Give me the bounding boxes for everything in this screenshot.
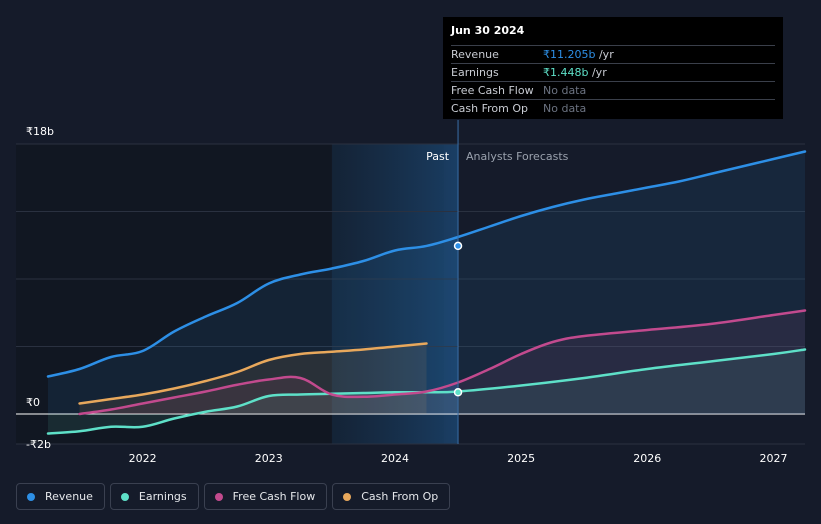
x-tick-label: 2023 [255, 452, 283, 465]
y-tick-label: ₹0 [26, 396, 40, 409]
free-cash-flow-area [79, 310, 805, 414]
x-tick-label: 2024 [381, 452, 409, 465]
free-cash-flow-line [78, 309, 807, 416]
legend: Revenue Earnings Free Cash Flow Cash Fro… [16, 483, 455, 510]
revenue-marker[interactable] [453, 241, 463, 251]
tooltip-value: No data [543, 102, 587, 115]
tooltip-label: Cash From Op [451, 102, 529, 115]
legend-dot-icon [214, 492, 223, 501]
revenue-line [46, 150, 807, 378]
tooltip-date: Jun 30 2024 [451, 23, 775, 46]
tooltip-value: ₹11.205b [543, 48, 596, 61]
legend-dot-icon [27, 492, 35, 501]
tooltip-value: No data [543, 84, 587, 97]
tooltip-unit: /yr [588, 66, 607, 79]
tooltip: Jun 30 2024 Revenue ₹11.205b /yr Earning… [443, 17, 783, 119]
tooltip-label: Revenue [451, 48, 499, 61]
legend-label: Earnings [138, 490, 187, 503]
legend-label: Cash From Op [361, 490, 439, 503]
x-tick-label: 2025 [507, 452, 535, 465]
y-tick-label: -₹2b [26, 438, 51, 451]
past-label: Past [426, 150, 450, 163]
earnings-line [46, 348, 807, 435]
tooltip-value: ₹1.448b [543, 66, 589, 79]
legend-item-earnings[interactable]: Earnings [109, 483, 199, 510]
tooltip-row: Free Cash Flow No data [451, 82, 775, 100]
legend-dot-icon [120, 492, 129, 501]
tooltip-row: Revenue ₹11.205b /yr [451, 46, 775, 64]
tooltip-row: Earnings ₹1.448b /yr [451, 64, 775, 82]
forecast-label: Analysts Forecasts [466, 150, 569, 163]
tooltip-label: Earnings [451, 66, 499, 79]
legend-item-cash-from-op[interactable]: Cash From Op [332, 483, 451, 510]
x-tick-label: 2026 [633, 452, 661, 465]
legend-dot-icon [343, 492, 352, 501]
earnings-area [48, 349, 805, 434]
x-tick-label: 2022 [129, 452, 157, 465]
x-tick-label: 2027 [759, 452, 787, 465]
tooltip-row: Cash From Op No data [451, 100, 775, 117]
cash-from-op-line [78, 342, 428, 405]
y-tick-label: ₹18b [26, 125, 54, 138]
tooltip-label: Free Cash Flow [451, 84, 534, 97]
revenue-area [48, 151, 805, 414]
tooltip-unit: /yr [595, 48, 614, 61]
legend-label: Free Cash Flow [232, 490, 316, 503]
earnings-marker[interactable] [453, 388, 463, 397]
legend-item-free-cash-flow[interactable]: Free Cash Flow [203, 483, 328, 510]
legend-label: Revenue [45, 490, 93, 503]
legend-item-revenue[interactable]: Revenue [16, 483, 105, 510]
